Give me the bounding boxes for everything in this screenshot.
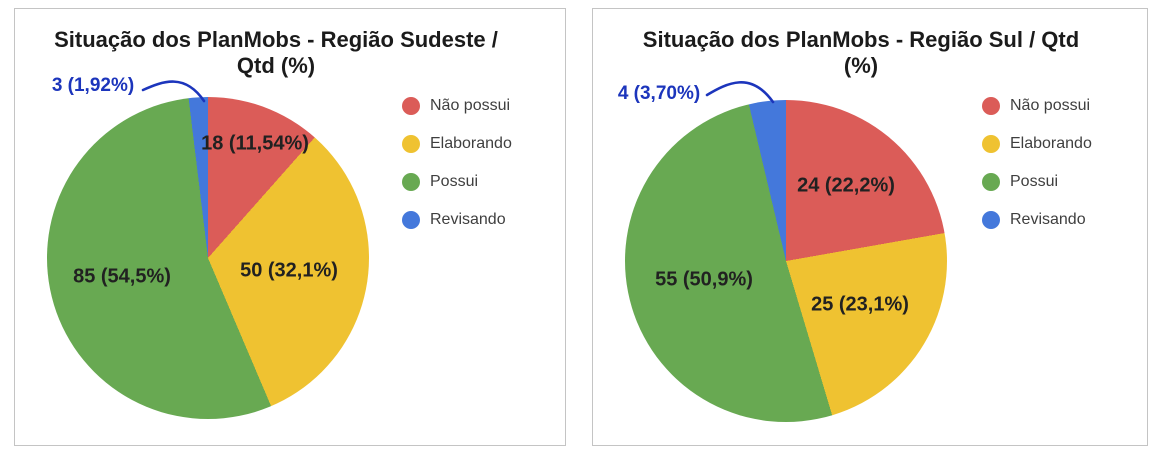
chart-title: Situação dos PlanMobs - Região Sudeste /… [15, 27, 537, 79]
chart-title-line1: Situação dos PlanMobs - Região Sul / Qtd [642, 27, 1080, 52]
legend-label: Não possui [1010, 97, 1091, 114]
legend-label: Não possui [430, 97, 511, 114]
slice-label: 85 (54,5%) [73, 265, 171, 288]
legend-label: Elaborando [1010, 135, 1092, 152]
slice-label: 18 (11,54%) [201, 132, 309, 155]
legend-dot [982, 135, 1000, 153]
pie [625, 100, 947, 422]
slice-label: 25 (23,1%) [811, 293, 909, 316]
legend: Não possui Elaborando Possui Revisando [982, 97, 1092, 229]
legend-item: Possui [982, 173, 1092, 191]
legend-item: Não possui [402, 97, 512, 115]
legend-item: Elaborando [402, 135, 512, 153]
callout-label: 3 (1,92%) [51, 75, 135, 96]
legend-label: Possui [1010, 173, 1059, 190]
chart-title-line2: Qtd (%) [236, 53, 316, 78]
legend-item: Possui [402, 173, 512, 191]
legend-dot [982, 173, 1000, 191]
legend-label: Revisando [430, 211, 506, 228]
chart-title-line2: (%) [843, 53, 879, 78]
legend-dot [982, 97, 1000, 115]
legend-item: Elaborando [982, 135, 1092, 153]
chart-title: Situação dos PlanMobs - Região Sul / Qtd… [593, 27, 1129, 79]
chart-panel-sudeste: Situação dos PlanMobs - Região Sudeste /… [14, 8, 566, 446]
chart-title-line1: Situação dos PlanMobs - Região Sudeste / [54, 27, 498, 52]
slice-label: 50 (32,1%) [240, 259, 338, 282]
legend-label: Elaborando [430, 135, 512, 152]
callout-line [705, 81, 775, 104]
slice-label: 24 (22,2%) [797, 174, 895, 197]
pie [47, 97, 369, 419]
legend-item: Revisando [982, 211, 1092, 229]
legend-label: Revisando [1010, 211, 1086, 228]
legend-dot [402, 135, 420, 153]
callout-label: 4 (3,70%) [617, 83, 701, 104]
legend-dot [402, 211, 420, 229]
legend-dot [402, 173, 420, 191]
legend-label: Possui [430, 173, 479, 190]
legend-item: Revisando [402, 211, 512, 229]
chart-panel-sul: Situação dos PlanMobs - Região Sul / Qtd… [592, 8, 1148, 446]
slice-label: 55 (50,9%) [655, 268, 753, 291]
legend: Não possui Elaborando Possui Revisando [402, 97, 512, 229]
legend-dot [982, 211, 1000, 229]
legend-item: Não possui [982, 97, 1092, 115]
legend-dot [402, 97, 420, 115]
